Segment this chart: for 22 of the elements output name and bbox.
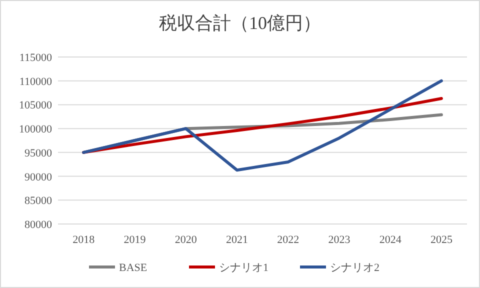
y-tick-label: 90000 (24, 171, 52, 184)
y-tick-label: 80000 (24, 219, 52, 231)
x-tick-label: 2019 (124, 234, 146, 246)
y-tick-label: 100000 (19, 124, 52, 136)
legend-label: BASE (119, 262, 148, 274)
x-tick-label: 2022 (277, 234, 300, 246)
x-tick-label: 2025 (430, 234, 453, 246)
legend-label: シナリオ1 (219, 262, 268, 274)
x-tick-label: 2021 (226, 234, 248, 246)
x-tick-label: 2018 (72, 234, 96, 246)
x-tick-label: 2024 (379, 234, 402, 246)
chart-title: 税収合計（10億円） (159, 13, 321, 33)
y-tick-label: 95000 (24, 147, 52, 160)
y-tick-label: 105000 (19, 100, 52, 112)
x-tick-label: 2020 (174, 234, 198, 246)
line-series (82, 97, 443, 154)
y-tick-label: 115000 (19, 52, 52, 64)
legend-label: シナリオ2 (330, 262, 380, 274)
line-series (82, 79, 443, 172)
y-tick-label: 85000 (24, 195, 52, 208)
x-tick-label: 2023 (328, 234, 351, 246)
y-tick-label: 110000 (19, 76, 52, 88)
